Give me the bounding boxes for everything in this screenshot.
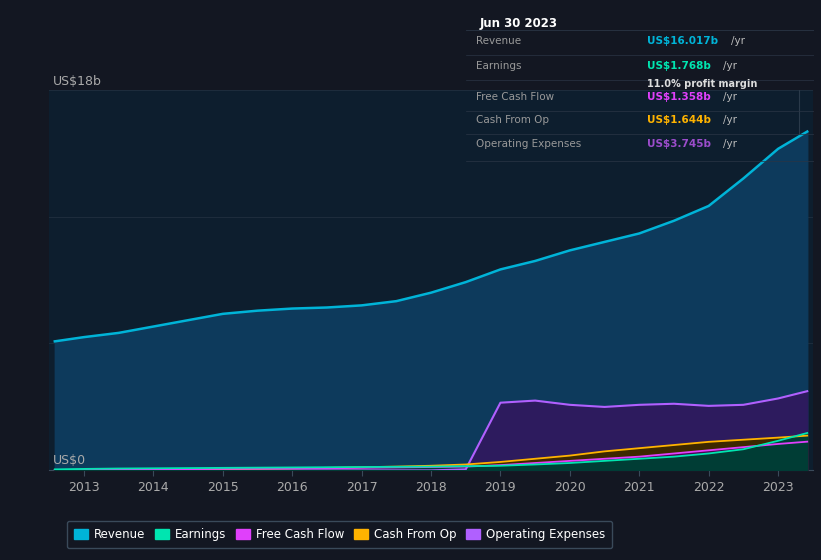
Text: US$3.745b: US$3.745b (647, 138, 711, 148)
Text: /yr: /yr (722, 115, 736, 125)
Text: /yr: /yr (731, 36, 745, 46)
Text: US$18b: US$18b (53, 74, 103, 88)
Text: US$0: US$0 (53, 454, 86, 467)
Text: Revenue: Revenue (476, 36, 521, 46)
Legend: Revenue, Earnings, Free Cash Flow, Cash From Op, Operating Expenses: Revenue, Earnings, Free Cash Flow, Cash … (67, 521, 612, 548)
Text: US$1.768b: US$1.768b (647, 61, 711, 71)
Text: /yr: /yr (722, 138, 736, 148)
Text: /yr: /yr (722, 61, 736, 71)
Text: US$1.644b: US$1.644b (647, 115, 711, 125)
Text: US$16.017b: US$16.017b (647, 36, 718, 46)
Text: Operating Expenses: Operating Expenses (476, 138, 581, 148)
Text: Free Cash Flow: Free Cash Flow (476, 92, 554, 102)
Text: Jun 30 2023: Jun 30 2023 (479, 17, 557, 30)
Text: US$1.358b: US$1.358b (647, 92, 711, 102)
Text: 11.0% profit margin: 11.0% profit margin (647, 79, 757, 89)
Text: Earnings: Earnings (476, 61, 521, 71)
Text: Cash From Op: Cash From Op (476, 115, 549, 125)
Text: /yr: /yr (722, 92, 736, 102)
